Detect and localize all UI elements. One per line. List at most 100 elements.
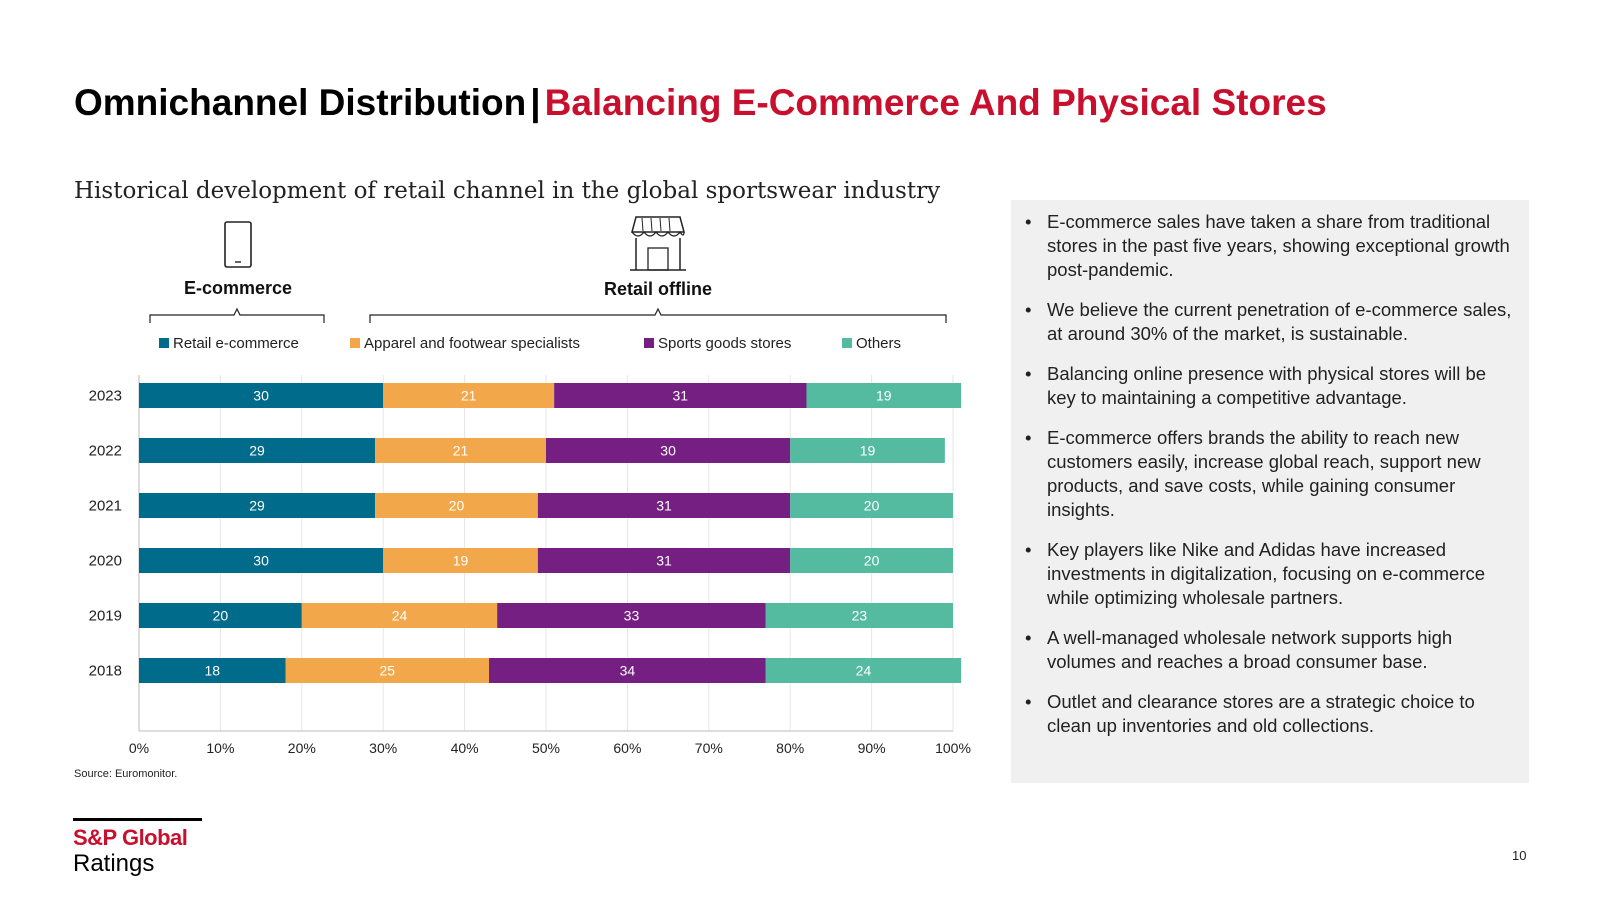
data-label: 21 [461,388,477,404]
bar-segment [375,438,546,463]
data-label: 25 [379,663,395,679]
storefront-icon-stripe [668,217,671,232]
retail-offline-bracket [369,307,947,323]
data-label: 31 [656,498,672,514]
bar-segment [383,548,538,573]
data-label: 20 [864,553,880,569]
legend-swatch [159,338,169,348]
bar-segment [546,438,791,463]
bar-segment [285,658,490,683]
storefront-icon-stripe [650,217,653,232]
bar-segment [765,603,953,628]
data-label: 31 [673,388,689,404]
bullet-item: We believe the current penetration of e-… [1025,298,1513,346]
bar-segment [375,493,538,518]
x-tick-label: 10% [206,740,234,756]
bullet-item: Key players like Nike and Adidas have in… [1025,538,1513,610]
storefront-icon-stripe [641,217,644,232]
data-label: 24 [392,608,408,624]
bullet-item: E-commerce offers brands the ability to … [1025,426,1513,522]
storefront-icon-awning [631,230,685,237]
x-tick-label: 80% [776,740,804,756]
x-tick-label: 100% [935,740,971,756]
data-label: 30 [253,553,269,569]
bar-segment [554,383,807,408]
mobile-phone-icon [224,221,252,268]
legend-label: Sports goods stores [658,335,791,352]
bar-segment [139,658,286,683]
legend-swatch [350,338,360,348]
bar-segment [497,603,766,628]
y-category-label: 2018 [89,663,122,680]
bar-segment [806,383,962,408]
storefront-icon-door [647,247,669,271]
x-tick-label: 30% [369,740,397,756]
bullet-list: E-commerce sales have taken a share from… [1011,200,1529,738]
sp-global-ratings-logo: S&P Global Ratings [73,818,203,877]
legend-label: Others [856,335,901,352]
logo-line-1: S&P Global [73,825,188,850]
bullet-item: E-commerce sales have taken a share from… [1025,210,1513,282]
data-label: 20 [449,498,465,514]
y-category-label: 2022 [89,443,122,460]
storefront-icon-walls [630,238,686,271]
chart-title: Historical development of retail channel… [74,178,941,204]
data-label: 19 [876,388,892,404]
legend-label: Retail e-commerce [173,335,299,352]
bar-segment [139,603,302,628]
data-label: 19 [453,553,469,569]
data-label: 20 [213,608,229,624]
title-separator: | [530,82,541,123]
data-label: 24 [856,663,872,679]
data-label: 30 [660,443,676,459]
logo-bar [73,818,202,821]
logo-line-2: Ratings [73,850,155,877]
x-tick-label: 90% [858,740,886,756]
storefront-icon [631,216,685,233]
bar-segment [537,493,791,518]
bar-segment [301,603,498,628]
bullet-item: A well-managed wholesale network support… [1025,626,1513,674]
legend-swatch [644,338,654,348]
data-label: 23 [852,608,868,624]
page-title: Omnichannel Distribution | Balancing E-Com… [74,82,1327,124]
bullet-item: Balancing online presence with physical … [1025,362,1513,410]
y-category-label: 2021 [89,498,122,515]
bar-segment [790,548,953,573]
data-label: 31 [656,553,672,569]
bar-segment [790,493,953,518]
data-label: 34 [620,663,636,679]
data-label: 33 [624,608,640,624]
bar-segment [489,658,766,683]
stacked-bar-chart: 0% 10% 20% 30% 40% 50% 60% 70% 80% 90% 100%2023 30 2… [89,216,971,756]
x-tick-label: 0% [129,740,149,756]
storefront-icon-stripe [659,217,662,232]
x-tick-label: 20% [288,740,316,756]
bar-segment [790,438,945,463]
bar-segment [139,438,376,463]
x-tick-label: 70% [695,740,723,756]
x-tick-label: 60% [613,740,641,756]
ecommerce-bracket [149,307,325,323]
x-tick-label: 50% [532,740,560,756]
legend-swatch [842,338,852,348]
title-main: Omnichannel Distribution [74,82,527,123]
bar-segment [383,383,555,408]
page-number: 10 [1512,848,1527,863]
source-note: Source: Euromonitor. [74,768,178,780]
bar-segment [139,548,384,573]
y-category-label: 2019 [89,608,122,625]
y-category-label: 2023 [89,388,122,405]
bar-segment [139,383,384,408]
bar-segment [537,548,791,573]
x-tick-label: 40% [451,740,479,756]
commentary-panel: E-commerce sales have taken a share from… [1011,200,1529,783]
data-label: 19 [860,443,876,459]
y-category-label: 2020 [89,553,122,570]
data-label: 29 [249,443,265,459]
data-label: 18 [204,663,220,679]
data-label: 29 [249,498,265,514]
data-label: 30 [253,388,269,404]
data-label: 20 [864,498,880,514]
bullet-item: Outlet and clearance stores are a strate… [1025,690,1513,738]
